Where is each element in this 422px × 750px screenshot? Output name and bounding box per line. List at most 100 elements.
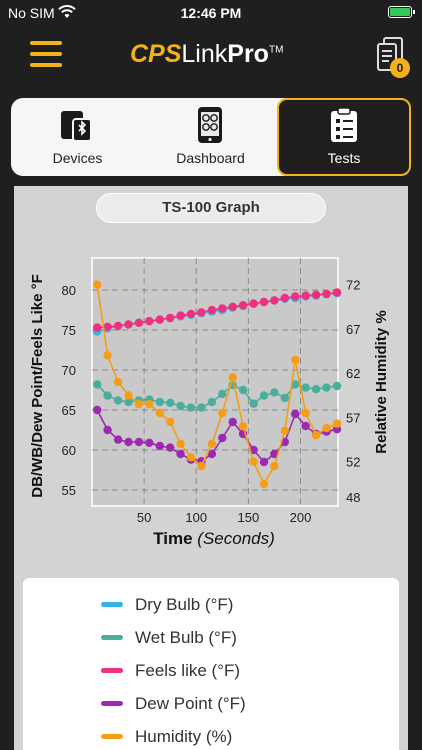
data-point-humidity	[270, 461, 279, 471]
data-point-wet-bulb-f	[207, 397, 217, 407]
legend-label: Humidity (%)	[135, 727, 233, 746]
clipboard-checklist-icon	[331, 107, 357, 142]
data-point-dew-point-f	[166, 443, 175, 452]
data-point-dew-point-f	[259, 457, 269, 467]
data-point-feels-like-f	[93, 323, 102, 332]
tab-dashboard[interactable]: Dashboard	[144, 98, 277, 176]
y-left-tick-label: 80	[62, 283, 76, 298]
data-point-dew-point-f	[113, 435, 123, 444]
data-point-dew-point-f	[270, 449, 279, 459]
legend-swatch	[101, 734, 123, 739]
battery-icon	[388, 6, 415, 18]
data-point-wet-bulb-f	[311, 385, 321, 394]
data-point-wet-bulb-f	[218, 389, 227, 399]
data-point-humidity	[311, 430, 321, 440]
data-point-wet-bulb-f	[291, 380, 300, 389]
tab-bar: Devices Dashboard Tests	[11, 98, 411, 176]
data-point-wet-bulb-f	[238, 385, 248, 395]
tablet-bluetooth-icon	[61, 111, 92, 142]
x-tick-label: 100	[185, 510, 207, 525]
data-point-feels-like-f	[280, 293, 289, 303]
legend-label: Wet Bulb (°F)	[135, 628, 237, 647]
data-point-humidity	[249, 457, 258, 466]
data-point-feels-like-f	[218, 304, 227, 313]
data-point-wet-bulb-f	[270, 388, 279, 397]
reports-clipboard-icon[interactable]	[375, 36, 405, 72]
data-point-feels-like-f	[124, 320, 133, 329]
data-point-wet-bulb-f	[280, 393, 289, 403]
data-point-humidity	[322, 423, 331, 433]
data-point-humidity	[332, 419, 342, 428]
data-point-feels-like-f	[270, 296, 279, 305]
y-left-tick-label: 55	[62, 483, 76, 498]
data-point-humidity	[186, 453, 196, 462]
data-point-wet-bulb-f	[249, 399, 258, 408]
data-point-dew-point-f	[228, 417, 237, 427]
data-point-feels-like-f	[291, 292, 300, 301]
data-point-dew-point-f	[207, 449, 217, 459]
tab-tests-label: Tests	[327, 150, 361, 166]
y-left-axis-title: DB/WB/Dew Point/Feels Like °F	[29, 274, 46, 498]
data-point-feels-like-f	[197, 308, 206, 317]
data-point-feels-like-f	[207, 305, 217, 315]
app-header: CPSLinkProTM 0	[0, 30, 422, 86]
data-point-wet-bulb-f	[322, 383, 331, 392]
data-point-feels-like-f	[155, 315, 164, 324]
data-point-dew-point-f	[176, 449, 185, 459]
notification-badge: 0	[390, 58, 410, 78]
data-point-humidity	[176, 439, 185, 449]
data-point-dew-point-f	[93, 405, 102, 415]
data-point-wet-bulb-f	[176, 401, 185, 411]
data-point-humidity	[166, 417, 175, 427]
data-point-humidity	[113, 377, 123, 387]
data-point-feels-like-f	[113, 321, 123, 331]
legend-label: Feels like (°F)	[135, 661, 241, 680]
data-point-wet-bulb-f	[301, 383, 310, 392]
graph-title: TS-100 Graph	[96, 193, 326, 223]
y-right-tick-label: 48	[346, 490, 360, 505]
data-point-feels-like-f	[301, 291, 310, 300]
data-point-dew-point-f	[291, 409, 300, 419]
data-point-wet-bulb-f	[93, 380, 102, 389]
data-point-humidity	[291, 355, 300, 365]
data-point-dew-point-f	[124, 437, 133, 447]
data-point-humidity	[301, 408, 310, 418]
legend-label: Dew Point (°F)	[135, 694, 246, 713]
data-point-humidity	[93, 280, 102, 289]
x-axis-title: Time (Seconds)	[153, 529, 275, 548]
hamburger-menu-icon[interactable]	[30, 41, 62, 67]
y-right-tick-label: 62	[346, 366, 360, 381]
data-point-humidity	[207, 439, 217, 449]
data-point-humidity	[197, 461, 206, 471]
data-point-feels-like-f	[145, 317, 154, 326]
phone-gauges-icon	[198, 107, 222, 143]
y-left-tick-label: 65	[62, 403, 76, 418]
tab-devices-label: Devices	[52, 150, 103, 166]
data-point-humidity	[280, 426, 289, 435]
data-point-wet-bulb-f	[332, 381, 342, 391]
y-left-tick-label: 75	[62, 323, 76, 338]
data-point-feels-like-f	[322, 289, 331, 299]
data-point-feels-like-f	[103, 322, 112, 331]
tab-devices[interactable]: Devices	[11, 98, 144, 176]
y-right-tick-label: 67	[346, 322, 360, 337]
data-point-humidity	[155, 408, 164, 418]
data-point-feels-like-f	[238, 301, 248, 310]
wifi-icon	[58, 5, 76, 18]
data-point-dew-point-f	[134, 437, 144, 447]
x-axis-unit: (Seconds)	[197, 529, 274, 548]
x-tick-label: 150	[238, 510, 260, 525]
data-point-wet-bulb-f	[113, 396, 123, 405]
x-tick-label: 50	[137, 510, 151, 525]
data-point-feels-like-f	[166, 313, 175, 323]
status-bar: No SIM 12:46 PM	[0, 0, 422, 30]
legend-swatch	[101, 602, 123, 607]
data-point-wet-bulb-f	[166, 398, 175, 407]
x-axis-label: Time	[153, 529, 197, 548]
data-point-feels-like-f	[249, 299, 258, 308]
data-point-wet-bulb-f	[186, 403, 196, 412]
tab-tests[interactable]: Tests	[277, 98, 411, 176]
graph-panel: TS-100 Graph 50 100 150 200 55 60 65 70 75 80 48 52…	[14, 186, 408, 750]
x-tick-label: 200	[290, 510, 312, 525]
data-point-humidity	[103, 351, 112, 360]
